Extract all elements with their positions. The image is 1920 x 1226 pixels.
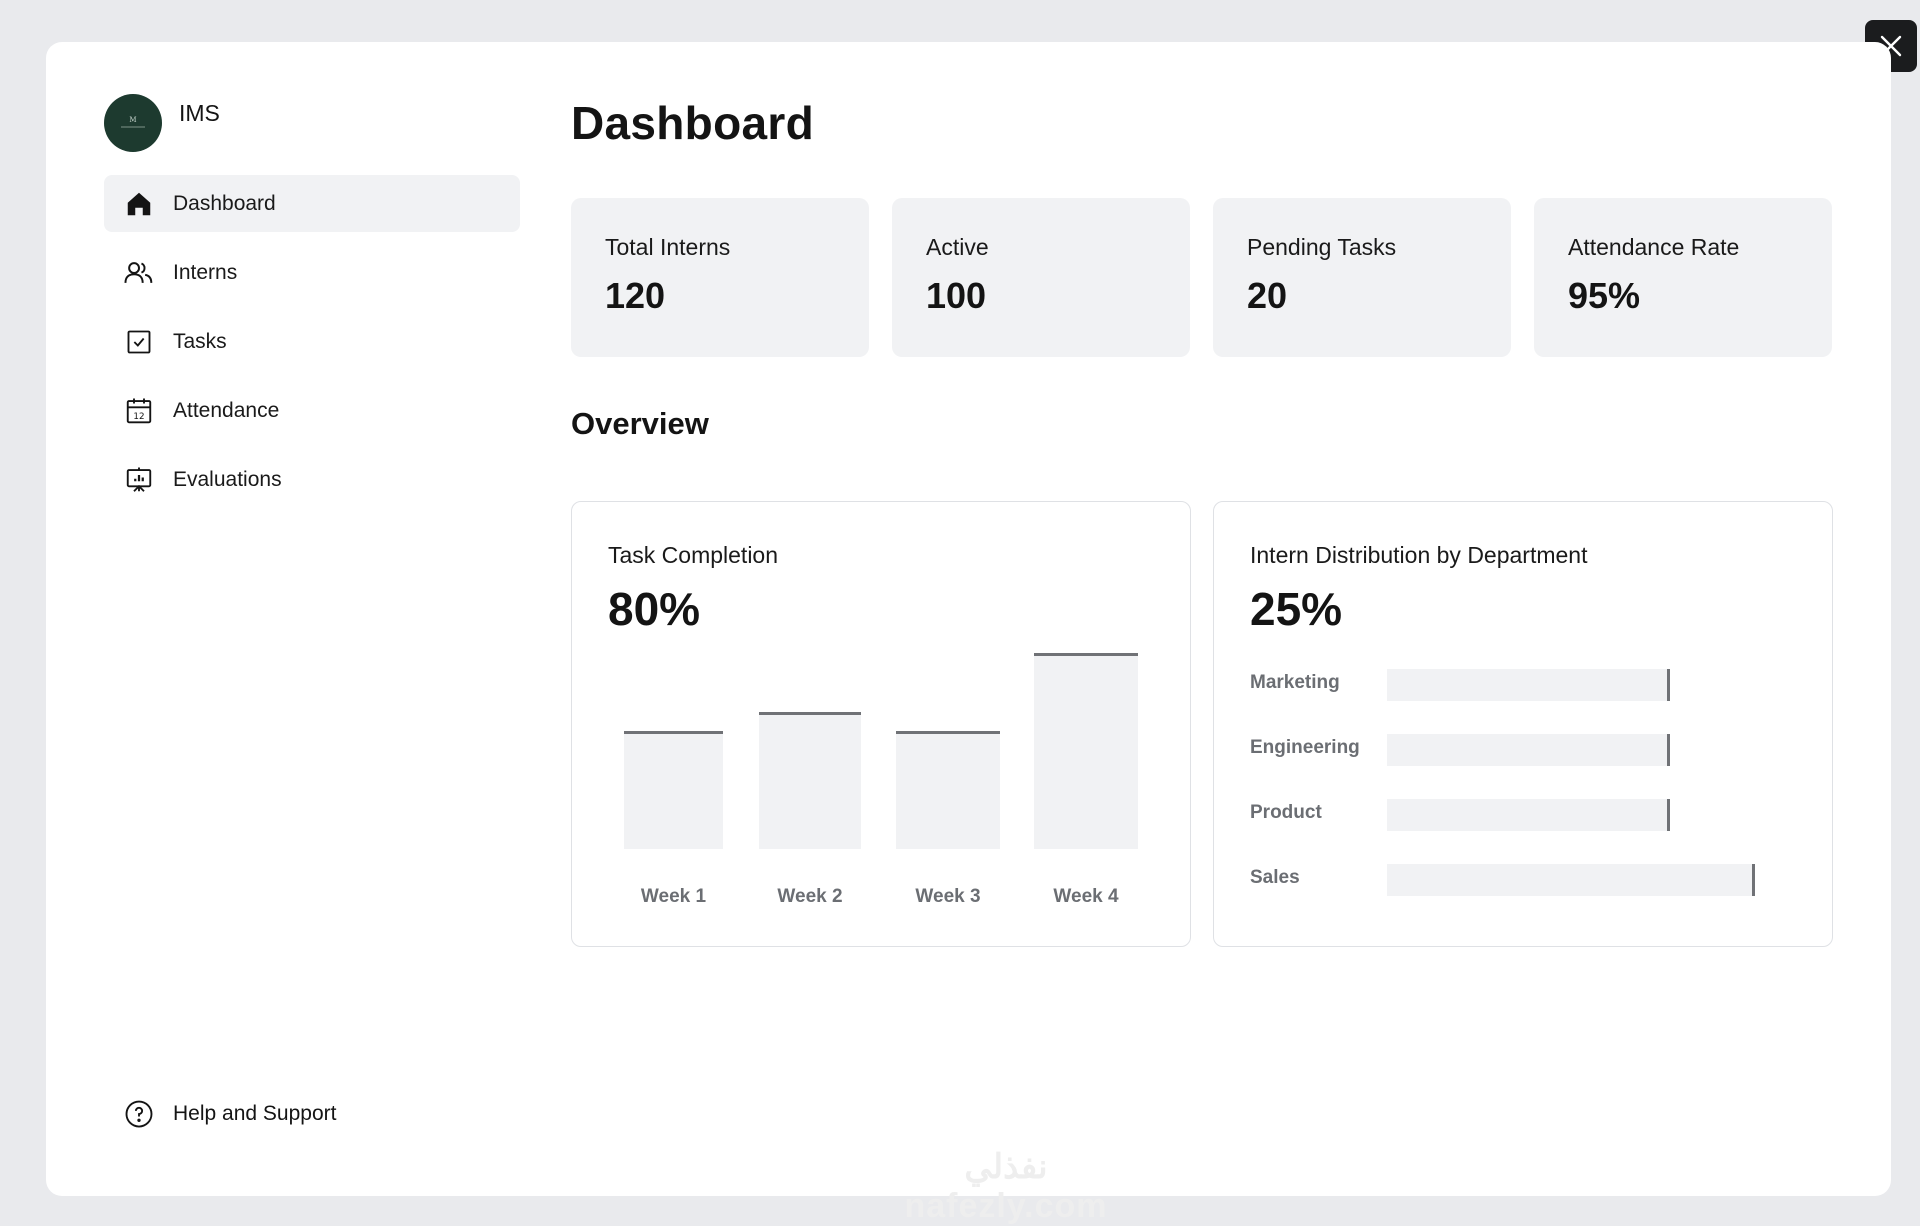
department-distribution-card: Intern Distribution by Department 25% Ma… bbox=[1213, 501, 1833, 947]
sidebar-item-label: Dashboard bbox=[173, 191, 276, 215]
hbar-product bbox=[1387, 799, 1671, 831]
bar-week-4 bbox=[1034, 653, 1138, 849]
hbar-engineering bbox=[1387, 734, 1671, 766]
dashboard-panel: M IMS Dashboard Interns bbox=[46, 42, 1891, 1225]
logo-icon: M bbox=[121, 116, 145, 128]
svg-text:12: 12 bbox=[133, 412, 144, 422]
home-icon bbox=[122, 187, 156, 221]
sidebar-item-label: Evaluations bbox=[173, 467, 282, 491]
checkbox-icon bbox=[122, 325, 156, 359]
bar-label: Week 3 bbox=[915, 886, 981, 907]
sidebar-item-dashboard[interactable]: Dashboard bbox=[104, 175, 520, 232]
stat-value: 20 bbox=[1247, 275, 1288, 316]
users-icon bbox=[122, 256, 156, 290]
department-chart: Marketing Engineering Product Sales bbox=[1214, 502, 1834, 948]
stat-label: Pending Tasks bbox=[1247, 234, 1397, 260]
bar-week-1 bbox=[624, 731, 723, 849]
stat-value: 100 bbox=[926, 275, 987, 316]
hbar-label: Engineering bbox=[1250, 737, 1360, 758]
stat-card-total-interns: Total Interns 120 bbox=[571, 198, 869, 357]
bar-week-3 bbox=[896, 731, 1000, 849]
stat-label: Attendance Rate bbox=[1568, 234, 1740, 260]
sidebar-nav: Dashboard Interns Tasks bbox=[104, 175, 520, 520]
stat-label: Active bbox=[926, 234, 989, 260]
help-label: Help and Support bbox=[173, 1102, 337, 1125]
stat-value: 120 bbox=[605, 275, 666, 316]
hbar-row-product: Product bbox=[1250, 799, 1810, 831]
calendar-icon: 12 bbox=[122, 394, 156, 428]
sidebar-item-tasks[interactable]: Tasks bbox=[104, 313, 520, 370]
page-title: Dashboard bbox=[571, 97, 814, 149]
chart-headline: 25% bbox=[1250, 583, 1343, 635]
logo-avatar: M bbox=[104, 94, 162, 152]
bar-label: Week 1 bbox=[640, 886, 707, 907]
stat-card-active: Active 100 bbox=[892, 198, 1190, 357]
sidebar-item-interns[interactable]: Interns bbox=[104, 244, 520, 301]
stat-card-pending-tasks: Pending Tasks 20 bbox=[1213, 198, 1511, 357]
stat-card-attendance-rate: Attendance Rate 95% bbox=[1534, 198, 1832, 357]
sidebar-item-attendance[interactable]: 12 Attendance bbox=[104, 382, 520, 439]
hbar-label: Marketing bbox=[1250, 672, 1340, 693]
stat-label: Total Interns bbox=[605, 234, 731, 260]
svg-text:M: M bbox=[129, 116, 136, 124]
task-completion-card: Task Completion 80% Week 1 Week 2 Week 3 We… bbox=[571, 501, 1191, 947]
stats-row: Total Interns 120 Active 100 Pending Tas… bbox=[571, 198, 1832, 357]
help-circle-icon bbox=[122, 1097, 156, 1131]
bar-label: Week 2 bbox=[777, 886, 843, 907]
chart-title: Task Completion bbox=[608, 542, 779, 568]
stat-value: 95% bbox=[1568, 275, 1641, 316]
chart-headline: 80% bbox=[608, 583, 701, 635]
chart-title: Intern Distribution by Department bbox=[1250, 542, 1588, 568]
app-name: IMS bbox=[179, 100, 220, 126]
brand: M IMS bbox=[104, 94, 220, 152]
hbar-label: Sales bbox=[1250, 867, 1300, 888]
hbar-row-sales: Sales bbox=[1250, 864, 1810, 896]
hbar-marketing bbox=[1387, 669, 1671, 701]
help-and-support[interactable]: Help and Support bbox=[122, 1097, 336, 1131]
hbar-label: Product bbox=[1250, 802, 1322, 823]
bar-label: Week 4 bbox=[1053, 886, 1119, 907]
bar-week-2 bbox=[759, 711, 861, 849]
hbar-row-marketing: Marketing bbox=[1250, 669, 1810, 701]
sidebar-item-label: Tasks bbox=[173, 329, 227, 353]
task-completion-chart: Week 1 Week 2 Week 3 Week 4 bbox=[572, 502, 1192, 948]
hbar-sales bbox=[1387, 864, 1755, 896]
sidebar-item-evaluations[interactable]: Evaluations bbox=[104, 451, 520, 508]
overview-title: Overview bbox=[571, 406, 709, 441]
watermark: نفذلي nafezly.com bbox=[904, 1148, 1108, 1225]
presentation-chart-icon bbox=[122, 463, 156, 497]
sidebar-item-label: Attendance bbox=[173, 398, 280, 422]
hbar-row-engineering: Engineering bbox=[1250, 734, 1810, 766]
sidebar-item-label: Interns bbox=[173, 260, 238, 284]
